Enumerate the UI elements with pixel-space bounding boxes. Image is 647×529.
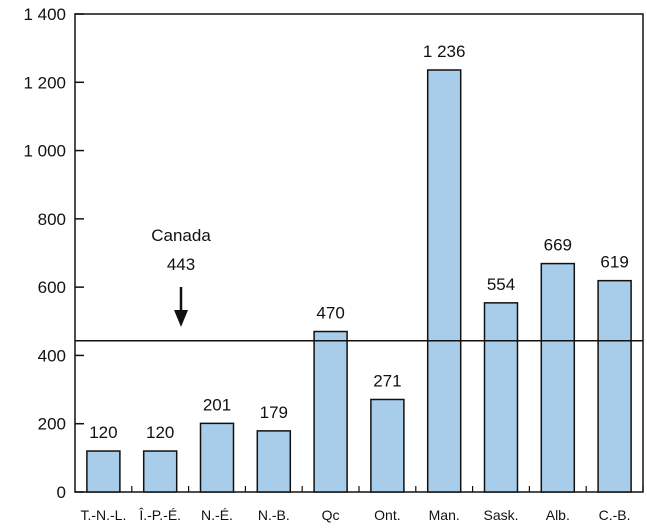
bars: 120 120 201 179 470 271 1 236 554 669 619 <box>86 42 632 493</box>
bar <box>86 450 121 493</box>
y-tick-label: 800 <box>38 210 66 229</box>
x-tick-label: Sask. <box>483 507 518 523</box>
x-tick-label: Qc <box>322 507 340 523</box>
bar <box>370 398 405 493</box>
bar-value-label: 120 <box>89 423 117 442</box>
bar <box>483 302 519 493</box>
x-tick-label: N.-B. <box>258 507 290 523</box>
x-tick-label: T.-N.-L. <box>80 507 126 523</box>
y-tick-label: 1 400 <box>23 5 66 24</box>
canada-value-label: 443 <box>167 255 195 274</box>
bar-value-label: 554 <box>487 275 515 294</box>
bar <box>540 262 576 493</box>
bar <box>199 422 235 493</box>
bar-value-label: 271 <box>373 371 401 390</box>
bar-value-label: 619 <box>600 253 628 272</box>
x-tick-label: C.-B. <box>599 507 631 523</box>
down-arrow-icon <box>174 310 188 327</box>
x-tick-label: Î.-P.-É. <box>138 507 181 523</box>
x-axis: T.-N.-L. Î.-P.-É. N.-É. N.-B. Qc Ont. Man. Sask… <box>80 486 644 523</box>
bar <box>426 69 462 493</box>
y-tick-label: 1 000 <box>23 142 66 161</box>
canada-label: Canada <box>151 226 211 245</box>
y-tick-label: 600 <box>38 278 66 297</box>
bar-value-label: 669 <box>544 236 572 255</box>
x-tick-label: Ont. <box>374 507 400 523</box>
canada-reference: Canada 443 <box>75 226 643 342</box>
y-tick-label: 0 <box>57 483 66 502</box>
y-axis: 0 200 400 600 800 1 000 1 200 1 400 <box>23 5 84 502</box>
bar-value-label: 1 236 <box>423 42 466 61</box>
x-tick-label: Alb. <box>546 507 570 523</box>
bar <box>142 450 178 493</box>
bar <box>256 430 292 493</box>
bar-value-label: 470 <box>316 304 344 323</box>
bar <box>313 330 348 493</box>
bar <box>597 279 632 493</box>
bar-value-label: 201 <box>203 395 231 414</box>
x-tick-label: Man. <box>429 507 460 523</box>
bar-value-label: 120 <box>146 423 174 442</box>
bar-value-label: 179 <box>260 403 288 422</box>
x-tick-label: N.-É. <box>201 507 233 523</box>
y-tick-label: 200 <box>38 415 66 434</box>
y-tick-label: 1 200 <box>23 73 66 92</box>
y-tick-label: 400 <box>38 346 66 365</box>
